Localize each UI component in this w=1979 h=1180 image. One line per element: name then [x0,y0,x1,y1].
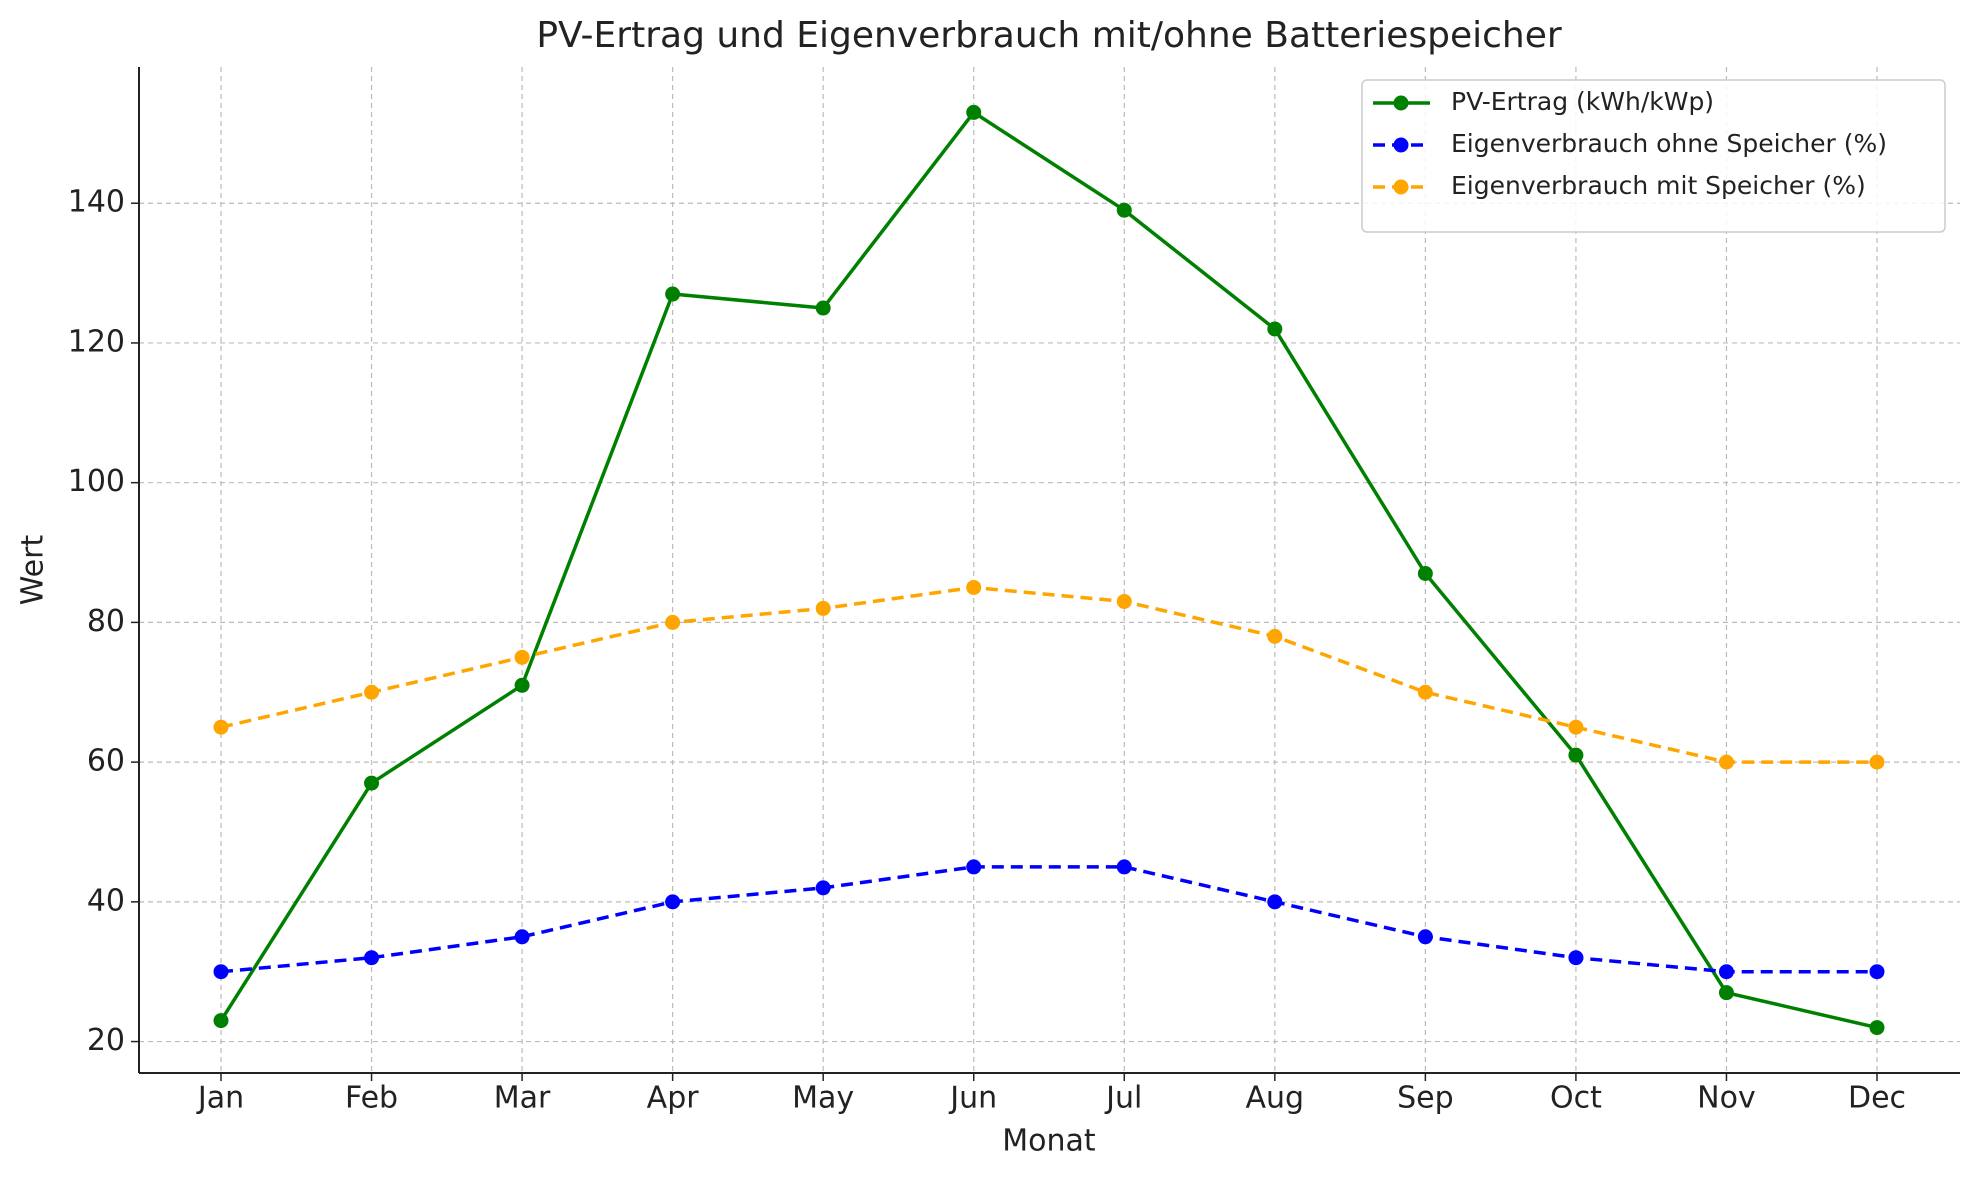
y-tick-label: 140 [68,185,125,220]
data-point [1267,321,1283,337]
data-point [1116,202,1132,218]
legend-label: Eigenverbrauch ohne Speicher (%) [1451,129,1887,158]
data-point [364,684,380,700]
data-point [1718,985,1734,1001]
x-tick-label: Oct [1550,1081,1602,1116]
data-point [1116,593,1132,609]
y-tick-label: 120 [68,324,125,359]
x-tick-label: Aug [1246,1081,1305,1116]
data-point [1267,628,1283,644]
x-tick-label: Nov [1697,1081,1756,1116]
x-tick-label: Jul [1104,1081,1142,1116]
data-point [815,600,831,616]
data-point [1869,964,1885,980]
x-tick-label: Feb [345,1081,398,1116]
data-point [364,950,380,966]
legend-marker [1393,95,1409,111]
y-tick-label: 40 [87,883,125,918]
data-point [1116,859,1132,875]
x-tick-label: Mar [494,1081,551,1116]
data-point [1568,719,1584,735]
data-point [966,104,982,120]
legend-marker [1393,137,1409,153]
data-point [815,880,831,896]
series-line [220,585,1877,764]
data-point [514,649,530,665]
legend-label: Eigenverbrauch mit Speicher (%) [1451,171,1866,200]
data-point [966,859,982,875]
data-point [665,286,681,302]
y-tick-label: 100 [68,464,125,499]
data-point [1417,929,1433,945]
series-line [219,110,1878,1030]
legend-marker [1393,179,1409,195]
legend-frame [1361,79,1946,233]
y-tick-label: 60 [87,744,125,779]
x-tick-label: Dec [1848,1081,1906,1116]
data-point [1568,950,1584,966]
data-point [1568,747,1584,763]
data-point [514,677,530,693]
x-tick-label: Sep [1397,1081,1454,1116]
x-tick-label: Jan [196,1081,244,1116]
data-point [1417,684,1433,700]
data-point [1869,1020,1885,1036]
data-point [364,775,380,791]
data-point [1718,754,1734,770]
data-point [213,719,229,735]
legend: PV-Ertrag (kWh/kWp) Eigenverbrauch ohne S… [1361,79,1946,233]
data-point [1417,565,1433,581]
x-tick-label: Apr [647,1081,700,1116]
data-point [514,929,530,945]
legend-label: PV-Ertrag (kWh/kWp) [1451,87,1714,116]
y-tick-label: 80 [87,604,125,639]
data-point [966,579,982,595]
x-tick-label: Jun [948,1081,997,1116]
data-point [815,300,831,316]
data-point [1718,964,1734,980]
data-point [1267,894,1283,910]
x-axis-label: Monat [1002,1124,1096,1159]
data-point [1869,754,1885,770]
y-axis-label: Wert [16,535,51,606]
x-tick-label: May [792,1081,854,1116]
chart-title: PV-Ertrag und Eigenverbrauch mit/ohne Ba… [536,15,1562,56]
y-tick-label: 20 [87,1023,125,1058]
data-point [213,1013,229,1029]
series-line [220,865,1877,974]
data-point [213,964,229,980]
data-point [665,614,681,630]
data-point [665,894,681,910]
